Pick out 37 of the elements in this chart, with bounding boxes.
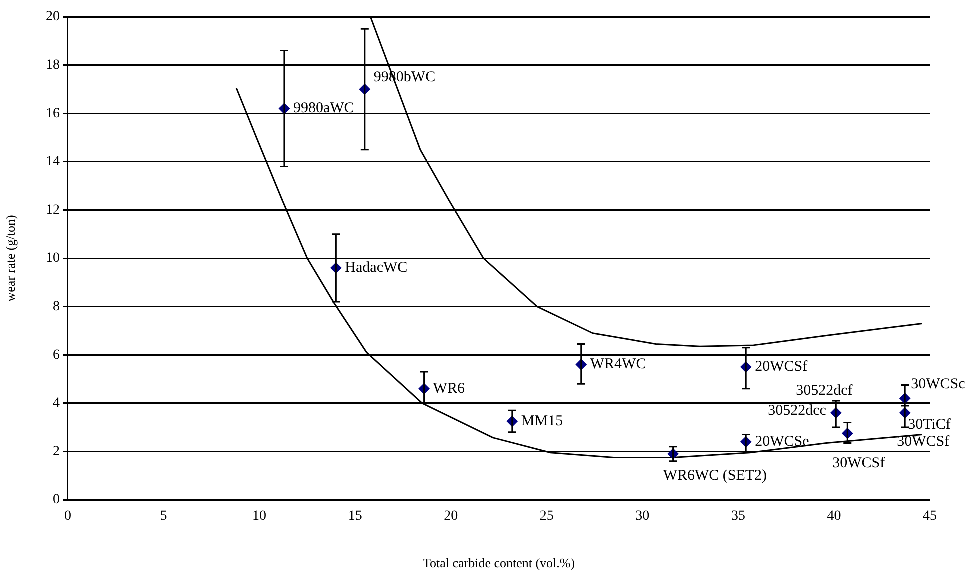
y-tick-label: 20 [46, 10, 60, 25]
y-tick-label: 16 [46, 106, 60, 122]
annotation: 20WCSf [755, 359, 808, 376]
x-tick-label: 0 [64, 509, 72, 524]
y-tick-label: 0 [53, 492, 60, 508]
annotation: MM15 [521, 413, 564, 430]
x-axis-title: Total carbide content (vol.%) [422, 556, 576, 571]
annotation: 30WCSf [897, 434, 950, 450]
x-tick-label: 10 [252, 509, 267, 524]
annotation: 30522dcf [796, 382, 853, 399]
x-tick-label: 45 [923, 509, 937, 524]
y-tick-label: 18 [46, 58, 60, 73]
y-tick-label: 14 [46, 154, 60, 170]
x-tick-label: 15 [348, 509, 362, 524]
annotation: 20WCSe [755, 434, 810, 450]
annotation: 30WCSf [832, 456, 886, 472]
y-tick-label: 12 [46, 202, 60, 218]
x-tick-label: 40 [827, 509, 842, 524]
annotation: 30522dcc [768, 402, 827, 419]
y-tick-label: 4 [53, 396, 60, 412]
annotation: 30TiCf [908, 416, 951, 433]
annotation: 9980aWC [293, 100, 354, 117]
x-tick-label: 30 [636, 509, 650, 524]
annotation: WR4WC [590, 356, 646, 373]
annotation: WR6WC (SET2) [663, 468, 768, 484]
annotation: 30WCSc [911, 376, 966, 393]
y-tick-label: 6 [53, 348, 60, 363]
x-tick-label: 20 [444, 509, 458, 524]
x-tick-label: 5 [160, 509, 168, 524]
y-tick-label: 10 [46, 251, 60, 266]
x-tick-label: 25 [540, 509, 554, 524]
y-tick-label: 8 [53, 299, 60, 314]
y-axis-title: wear rate (g/ton) [3, 215, 18, 302]
x-tick-label: 35 [731, 509, 746, 524]
annotation: HadacWC [345, 260, 408, 276]
y-tick-label: 2 [53, 444, 60, 460]
annotation: WR6 [433, 380, 466, 397]
